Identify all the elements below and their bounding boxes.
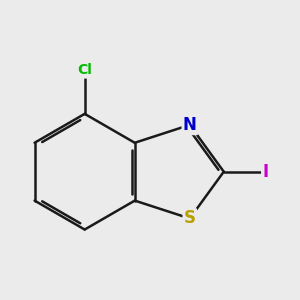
Text: I: I	[262, 163, 268, 181]
Text: S: S	[184, 209, 196, 227]
Text: N: N	[183, 116, 197, 134]
Text: Cl: Cl	[77, 64, 92, 77]
